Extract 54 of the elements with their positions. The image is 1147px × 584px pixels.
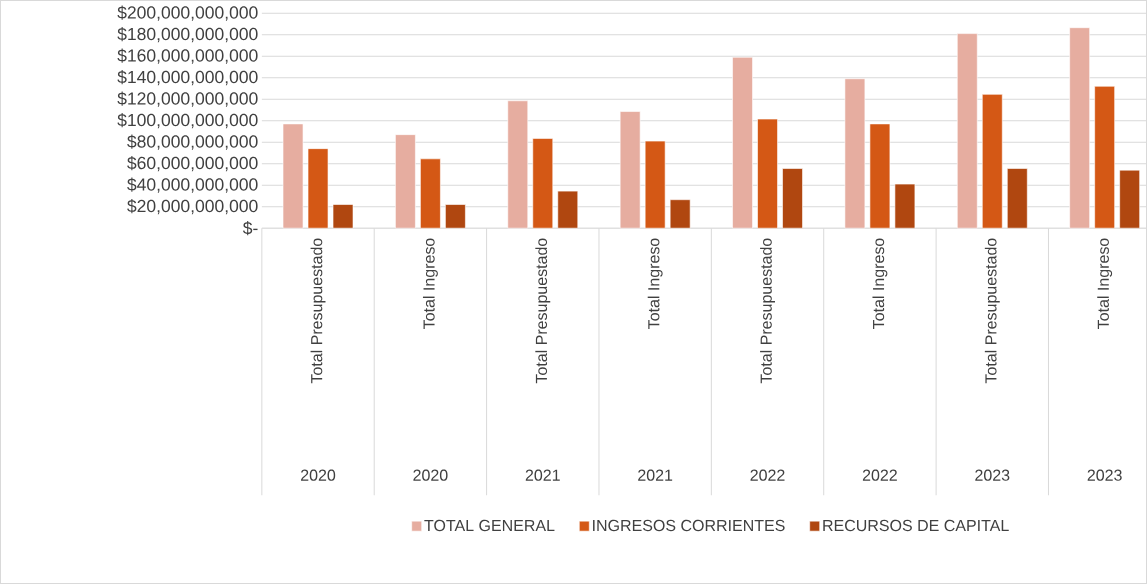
bar — [894, 183, 916, 229]
bar — [619, 111, 641, 229]
text: 2021 — [638, 469, 673, 481]
x-tick-label: Total Presupuestado — [310, 238, 326, 384]
bar — [307, 148, 329, 229]
bar — [395, 134, 416, 229]
text: 2023 — [975, 469, 1010, 481]
text: 2023 — [1087, 469, 1122, 481]
bar — [445, 204, 466, 229]
bar — [282, 123, 304, 229]
bar — [732, 56, 753, 229]
bar — [1094, 85, 1115, 229]
x-tick-label: Total Presupuestado — [535, 238, 551, 384]
x-tick-label: Total Ingreso — [647, 238, 663, 329]
y-tick-label: $- — [242, 221, 258, 236]
y-tick-label: $160,000,000,000 — [117, 48, 258, 64]
y-tick-label: $180,000,000,000 — [117, 27, 258, 43]
bar — [669, 199, 691, 229]
y-tick-label: $120,000,000,000 — [117, 91, 258, 107]
legend-label: INGRESOS CORRIENTES — [593, 519, 785, 532]
text: 2022 — [750, 469, 785, 481]
x-tick-label: Total Ingreso — [422, 238, 438, 329]
legend-label: RECURSOS DE CAPITAL — [823, 519, 1009, 532]
legend-label: TOTAL GENERAL — [424, 519, 555, 532]
bar — [757, 118, 778, 229]
x-tick-label: Total Ingreso — [1097, 238, 1113, 329]
bar — [1006, 168, 1028, 229]
text: 2020 — [413, 469, 448, 481]
bar — [532, 138, 554, 229]
bar — [981, 94, 1003, 229]
bar — [1069, 27, 1090, 229]
bar — [420, 158, 441, 229]
bar — [844, 78, 866, 229]
bar — [644, 140, 666, 229]
x-tick-label: Total Ingreso — [872, 238, 888, 329]
x-tick-label: Total Presupuestado — [984, 238, 1000, 384]
y-tick-label: $60,000,000,000 — [127, 156, 258, 172]
text: 2021 — [525, 469, 560, 481]
bar — [557, 190, 579, 229]
text: 2020 — [301, 469, 336, 481]
bar — [332, 204, 354, 229]
text: 2022 — [862, 469, 897, 481]
bar — [782, 168, 803, 229]
y-tick-label: $140,000,000,000 — [117, 70, 258, 86]
bar — [1119, 169, 1140, 229]
y-tick-label: $80,000,000,000 — [127, 134, 258, 150]
y-tick-label: $20,000,000,000 — [127, 199, 258, 215]
x-tick-label: Total Presupuestado — [760, 238, 775, 384]
bar — [869, 123, 891, 229]
bar — [956, 33, 978, 229]
y-tick-label: $200,000,000,000 — [117, 5, 258, 21]
y-tick-label: $100,000,000,000 — [117, 113, 258, 129]
y-tick-label: $40,000,000,000 — [127, 177, 258, 193]
bar — [507, 100, 529, 229]
